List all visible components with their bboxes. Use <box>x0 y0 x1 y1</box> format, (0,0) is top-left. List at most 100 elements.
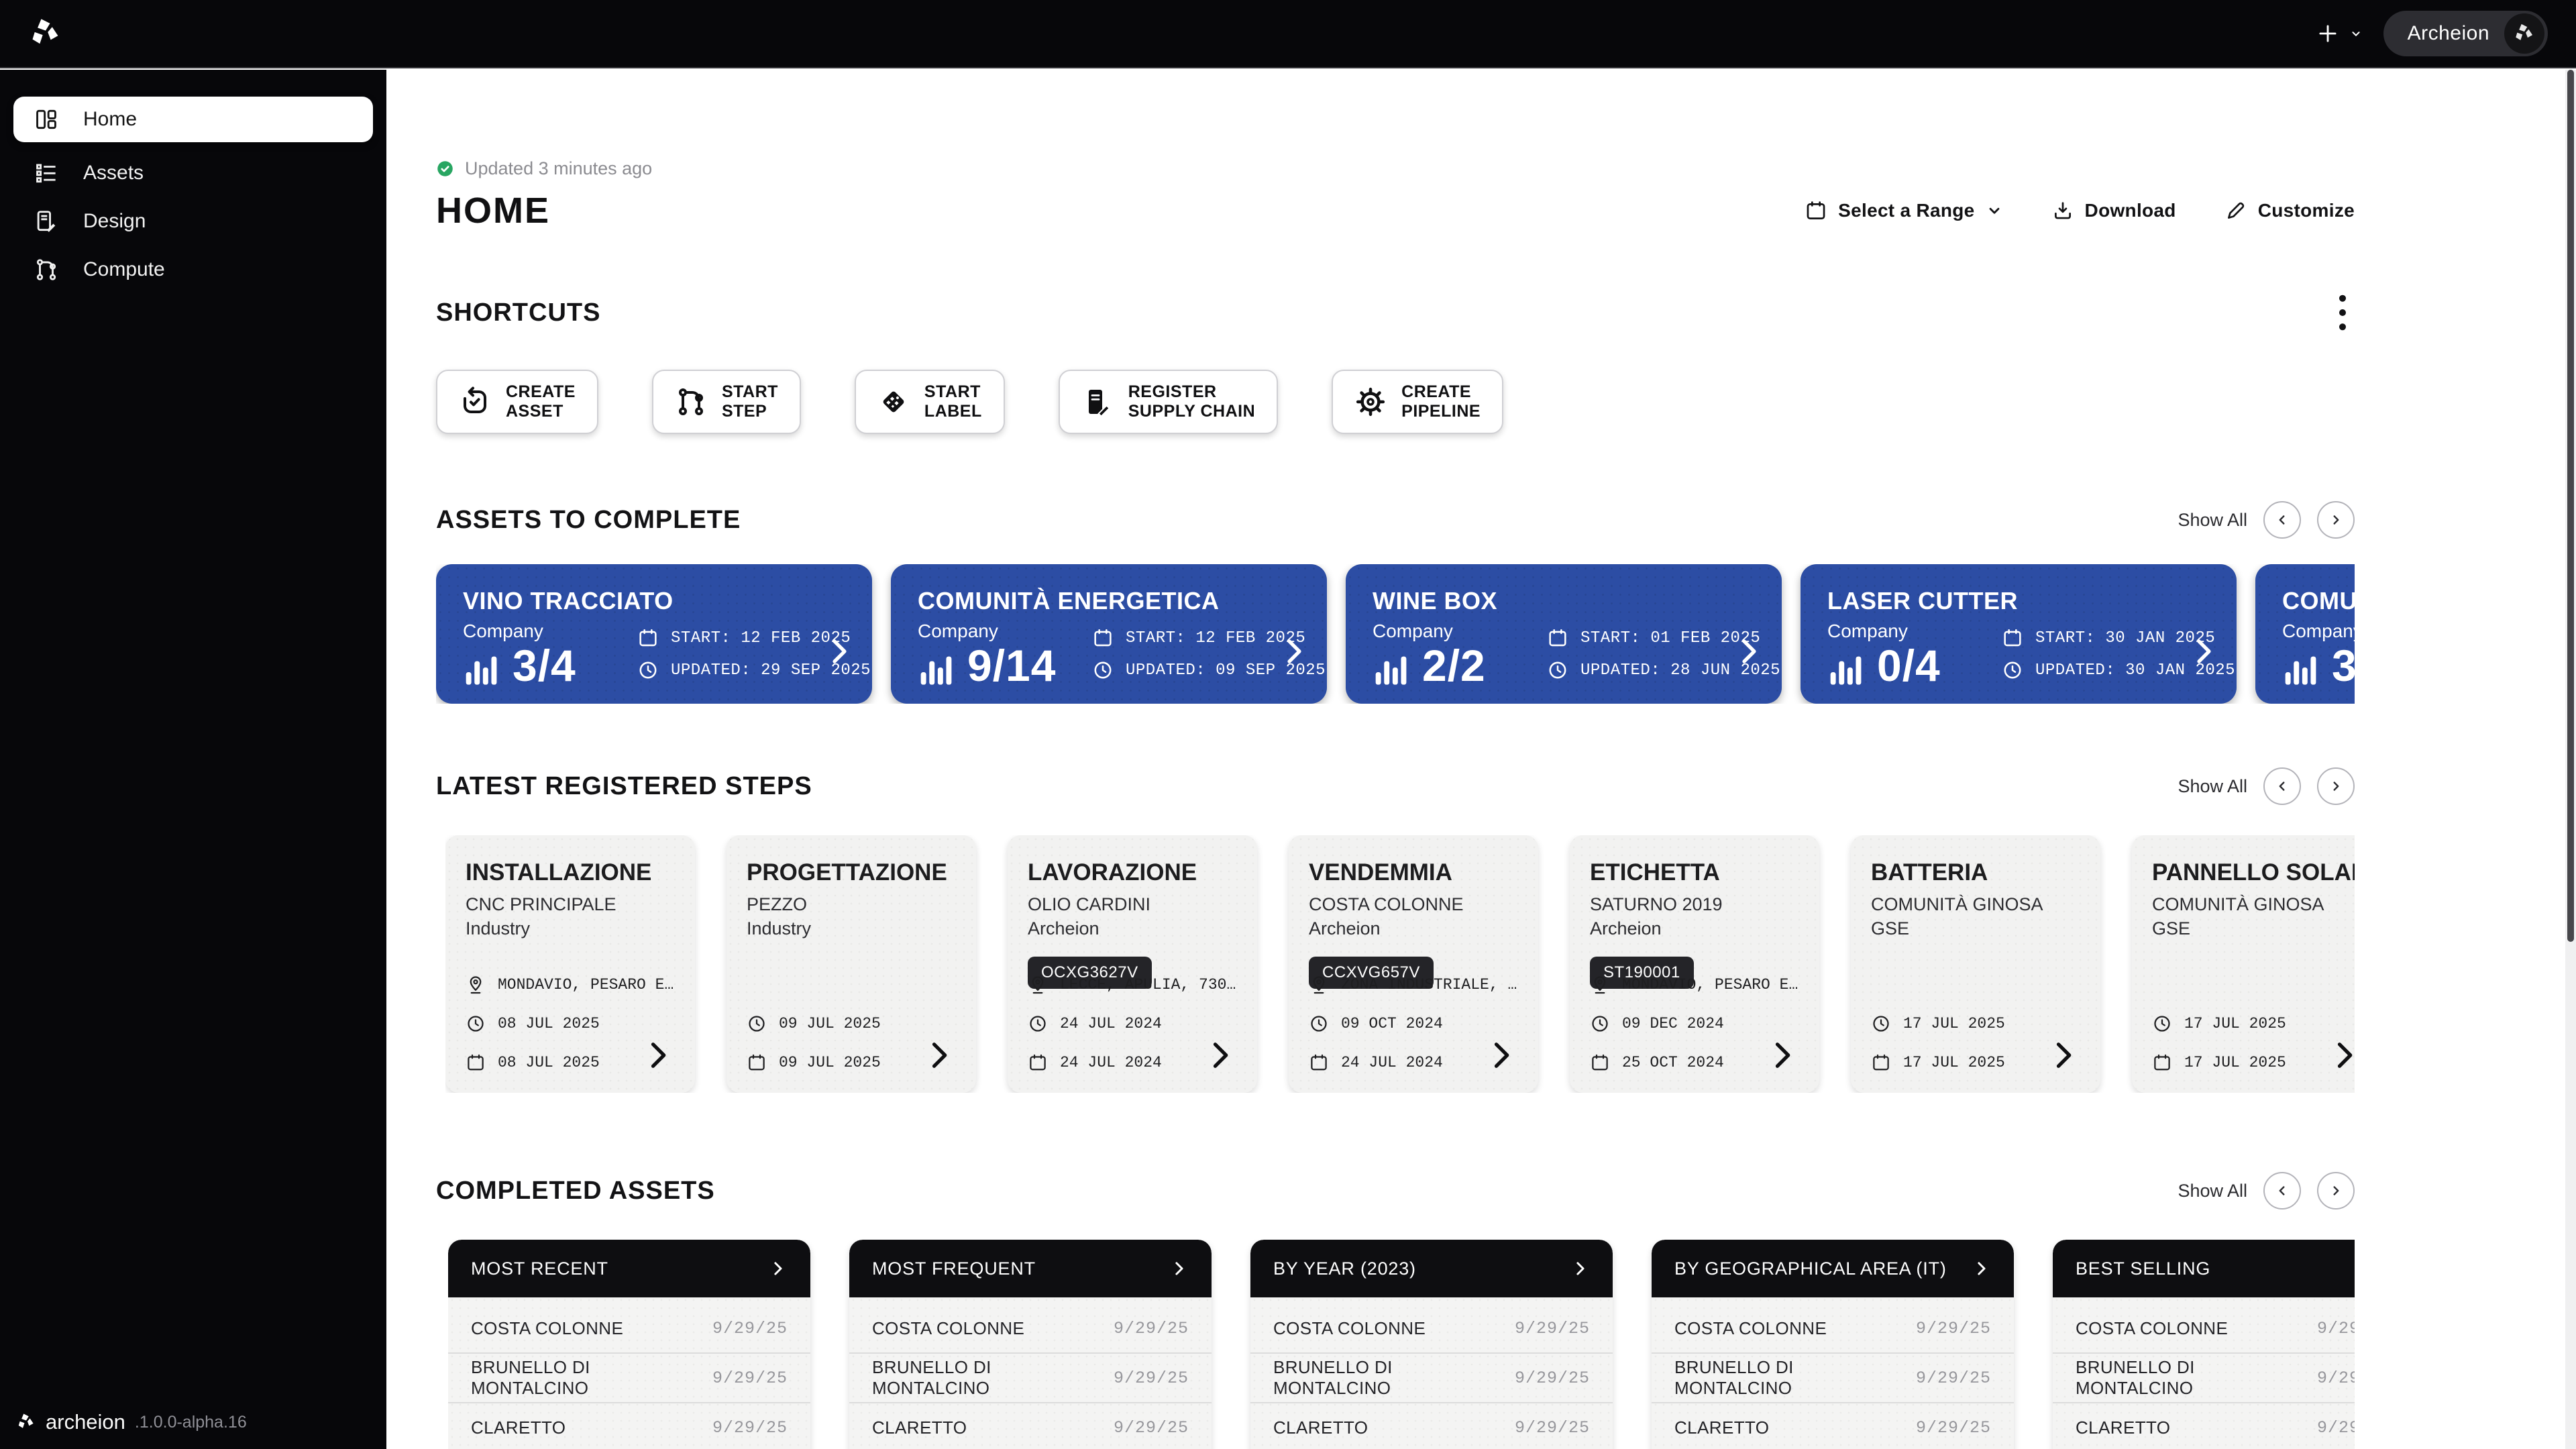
workspace-button[interactable]: Archeion <box>2383 11 2548 56</box>
chevron-right-icon <box>1202 1038 1237 1073</box>
latest-steps-carousel: INSTALLAZIONE CNC PRINCIPALE Industry MO… <box>445 835 2355 1093</box>
show-all-link[interactable]: Show All <box>2178 509 2247 530</box>
carousel-next-button[interactable] <box>2317 501 2355 539</box>
list-item[interactable]: COSTA COLONNE 9/29/25 <box>1652 1304 2014 1354</box>
asset-start-date: START: 12 FEB 2025 <box>671 629 851 647</box>
page-scrollbar[interactable] <box>2565 70 2576 1449</box>
archeion-logo-icon <box>28 16 63 51</box>
asset-name: COSTA COLONNE <box>2076 1318 2229 1338</box>
show-all-link[interactable]: Show All <box>2178 1180 2247 1201</box>
sidebar-item-label: Design <box>83 210 146 232</box>
chevron-right-icon <box>921 1038 956 1073</box>
sidebar-item-home[interactable]: Home <box>13 97 373 142</box>
list-item[interactable]: BRUNELLO DI MONTALCINO 9/29/25 <box>1250 1354 1613 1403</box>
list-item[interactable]: CLARETTO 9/29/25 <box>448 1403 810 1449</box>
step-location: LECCE, APULIA, 730… <box>1060 976 1236 994</box>
create-asset-button[interactable]: CREATE ASSET <box>436 370 598 434</box>
latest-steps-title: LATEST REGISTERED STEPS <box>436 771 812 800</box>
list-card-header[interactable]: BY YEAR (2023) <box>1250 1240 1613 1297</box>
list-item[interactable]: COSTA COLONNE 9/29/25 <box>2053 1304 2355 1354</box>
sidebar-item-compute[interactable]: Compute <box>13 246 373 294</box>
register-supply-chain-button[interactable]: REGISTER SUPPLY CHAIN <box>1058 370 1279 434</box>
carousel-next-button[interactable] <box>2317 767 2355 805</box>
start-label-button[interactable]: START LABEL <box>854 370 1005 434</box>
list-item[interactable]: CLARETTO 9/29/25 <box>2053 1403 2355 1449</box>
start-step-button[interactable]: START STEP <box>651 370 801 434</box>
app-version: archeion .1.0.0-alpha.16 <box>16 1410 247 1434</box>
add-button[interactable] <box>2315 21 2363 46</box>
step-title: INSTALLAZIONE <box>466 859 652 885</box>
page-title: HOME <box>436 191 550 231</box>
step-card[interactable]: INSTALLAZIONE CNC PRINCIPALE Industry MO… <box>445 835 695 1093</box>
list-card-header[interactable]: MOST FREQUENT <box>849 1240 1212 1297</box>
step-title: PROGETTAZIONE <box>747 859 947 885</box>
list-item[interactable]: CLARETTO 9/29/25 <box>1250 1403 1613 1449</box>
carousel-prev-button[interactable] <box>2263 767 2301 805</box>
clock-icon <box>1309 1014 1329 1034</box>
asset-progress-card[interactable]: COMUNITÀ ENERGETICA Company 9/14 START: <box>891 564 1327 704</box>
top-bar: Archeion <box>0 0 2576 68</box>
step-card[interactable]: BATTERIA COMUNITÀ GINOSA GSE 17 JUL 2025 <box>1851 835 2100 1093</box>
asset-date: 9/29/25 <box>1113 1318 1189 1338</box>
select-range-button[interactable]: Select a Range <box>1805 199 2002 222</box>
asset-name: BRUNELLO DI MONTALCINO <box>471 1357 590 1398</box>
carousel-next-button[interactable] <box>2317 1172 2355 1210</box>
asset-progress-card[interactable]: VINO TRACCIATO Company 3/4 START: 12 FEB <box>436 564 872 704</box>
chevron-right-icon <box>2045 1038 2080 1073</box>
step-card[interactable]: LAVORAZIONE OLIO CARDINI Archeion OCXG36… <box>1008 835 1257 1093</box>
step-title: BATTERIA <box>1871 859 1988 885</box>
list-card-header[interactable]: BEST SELLING <box>2053 1240 2355 1297</box>
asset-start-date: START: 30 JAN 2025 <box>2035 629 2216 647</box>
download-button[interactable]: Download <box>2051 199 2176 222</box>
sidebar-item-assets[interactable]: Assets <box>13 149 373 197</box>
chevron-right-icon <box>1570 1258 1590 1279</box>
clock-icon <box>2002 659 2023 681</box>
list-item[interactable]: BRUNELLO DI MONTALCINO 9/29/25 <box>849 1354 1212 1403</box>
list-card-header[interactable]: BY GEOGRAPHICAL AREA (IT) <box>1652 1240 2014 1297</box>
list-item[interactable]: COSTA COLONNE 9/29/25 <box>849 1304 1212 1354</box>
list-item[interactable]: COSTA COLONNE 9/29/25 <box>1250 1304 1613 1354</box>
calendar-icon <box>747 1053 767 1073</box>
calendar-icon <box>2152 1053 2172 1073</box>
step-card[interactable]: ETICHETTA SATURNO 2019 Archeion ST190001… <box>1570 835 1819 1093</box>
kebab-menu-icon[interactable] <box>2330 290 2355 335</box>
step-card[interactable]: PANNELLO SOLARE COMUNITÀ GINOSA GSE 17 J… <box>2132 835 2355 1093</box>
create-pipeline-button[interactable]: CREATE PIPELINE <box>1332 370 1504 434</box>
step-date: 09 JUL 2025 <box>779 1054 881 1071</box>
list-item[interactable]: CLARETTO 9/29/25 <box>1652 1403 2014 1449</box>
asset-progress-card[interactable]: WINE BOX Company 2/2 START: 01 FEB 2025 <box>1346 564 1782 704</box>
calendar-icon <box>1805 199 1827 222</box>
list-item[interactable]: CLARETTO 9/29/25 <box>849 1403 1212 1449</box>
completed-list-card: BEST SELLING COSTA COLONNE 9/29/25 <box>2053 1240 2355 1449</box>
list-item[interactable]: BRUNELLO DI MONTALCINO 9/29/25 <box>448 1354 810 1403</box>
step-date: 25 OCT 2024 <box>1622 1054 1724 1071</box>
sidebar-item-label: Assets <box>83 162 144 184</box>
asset-name: CLARETTO <box>872 1417 967 1438</box>
scrollbar-thumb[interactable] <box>2567 70 2574 942</box>
step-title: VENDEMMIA <box>1309 859 1452 885</box>
asset-date: 9/29/25 <box>1915 1318 1991 1338</box>
step-card[interactable]: VENDEMMIA COSTA COLONNE Archeion CCXVG65… <box>1289 835 1538 1093</box>
list-item[interactable]: BRUNELLO DI MONTALCINO 9/29/25 <box>1652 1354 2014 1403</box>
list-item[interactable]: COSTA COLONNE 9/29/25 <box>448 1304 810 1354</box>
carousel-prev-button[interactable] <box>2263 501 2301 539</box>
clock-icon <box>1092 659 1114 681</box>
customize-button[interactable]: Customize <box>2224 199 2355 222</box>
asset-date: 9/29/25 <box>1514 1417 1590 1438</box>
clock-icon <box>1028 1014 1048 1034</box>
shortcut-label: CREATE PIPELINE <box>1401 382 1481 421</box>
step-card[interactable]: PROGETTAZIONE PEZZO Industry 09 JUL 2025 <box>727 835 976 1093</box>
list-item[interactable]: BRUNELLO DI MONTALCINO 9/29/25 <box>2053 1354 2355 1403</box>
sidebar-item-design[interactable]: Design <box>13 197 373 246</box>
show-all-link[interactable]: Show All <box>2178 775 2247 796</box>
location-pin-icon <box>466 975 486 995</box>
step-owner: Archeion <box>1590 918 1662 938</box>
asset-name: COSTA COLONNE <box>872 1318 1025 1338</box>
list-card-header[interactable]: MOST RECENT <box>448 1240 810 1297</box>
asset-progress-card[interactable]: COMUNITÀ ENERGETICA Company 3/4 <box>2255 564 2355 704</box>
asset-date: 9/29/25 <box>2316 1417 2355 1438</box>
step-title: LAVORAZIONE <box>1028 859 1197 885</box>
asset-progress-card[interactable]: LASER CUTTER Company 0/4 START: 30 JAN 2 <box>1801 564 2237 704</box>
shortcuts-title: SHORTCUTS <box>436 298 601 327</box>
carousel-prev-button[interactable] <box>2263 1172 2301 1210</box>
